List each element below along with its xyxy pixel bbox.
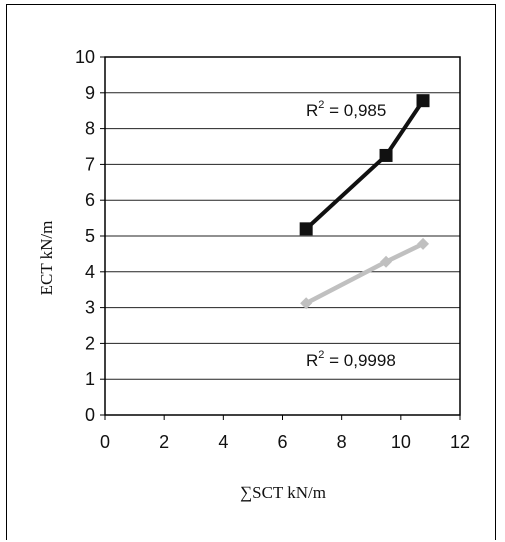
y-tick-label-0: 0 (85, 405, 95, 425)
gridlines (105, 92, 460, 380)
y-tick-label-1: 1 (85, 369, 95, 389)
series-2-point-3 (417, 237, 430, 250)
y-tick-label-10: 10 (75, 47, 95, 67)
x-tick-label-0: 0 (100, 432, 110, 452)
chart-frame (6, 4, 496, 540)
x-tick-label-10: 10 (391, 432, 411, 452)
series-1-point-3 (416, 94, 430, 108)
x-tick-label-2: 2 (159, 432, 169, 452)
y-axis-title: ECT kN/m (37, 221, 56, 296)
y-tick-label-4: 4 (85, 262, 95, 282)
y-tick-label-2: 2 (85, 333, 95, 353)
x-tick-label-6: 6 (277, 432, 287, 452)
y-tick-label-9: 9 (85, 83, 95, 103)
x-tick-label-8: 8 (337, 432, 347, 452)
series-layer (299, 94, 430, 310)
series-2-point-2 (380, 255, 393, 268)
x-axis-title: ∑SCT kN/m (240, 483, 326, 502)
series-2-point-1 (300, 297, 313, 310)
x-tick-label-4: 4 (218, 432, 228, 452)
series-1-point-1 (299, 222, 313, 236)
y-tick-label-3: 3 (85, 298, 95, 318)
r2-annotation-gray: R2 = 0,9998 (306, 349, 396, 370)
series-2-line (303, 241, 426, 306)
series-1-point-2 (379, 148, 393, 162)
y-tick-label-5: 5 (85, 226, 95, 246)
y-tick-label-7: 7 (85, 154, 95, 174)
r2-annotation-black: R2 = 0,985 (306, 99, 386, 120)
y-tick-label-8: 8 (85, 119, 95, 139)
y-tick-label-6: 6 (85, 190, 95, 210)
x-tick-label-12: 12 (450, 432, 470, 452)
